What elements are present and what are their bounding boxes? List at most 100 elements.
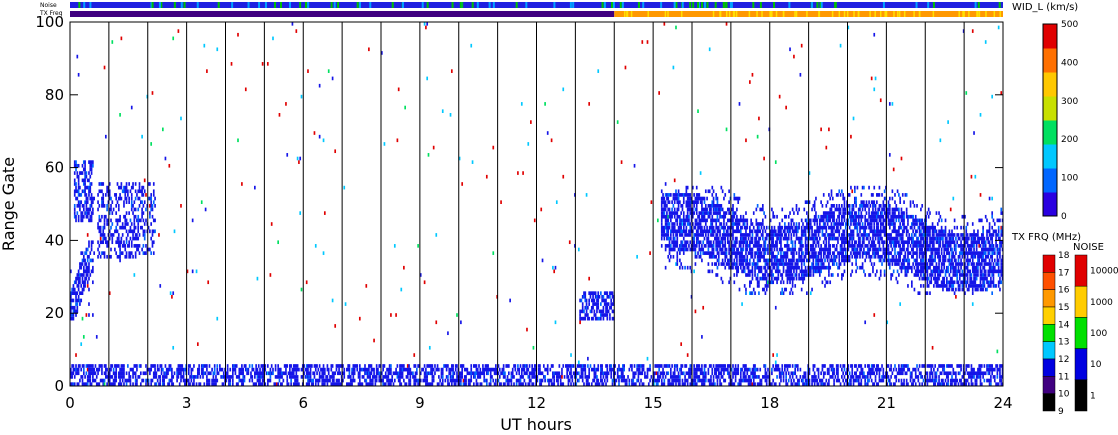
echo-cell: [606, 305, 609, 310]
echo-cell: [101, 214, 103, 219]
echo-cell: [804, 371, 807, 376]
echo-cell: [732, 364, 734, 368]
echo-cell: [75, 214, 77, 219]
echo-cell: [537, 364, 540, 368]
echo-cell: [833, 211, 835, 215]
echo-cell: [818, 273, 821, 277]
echo-cell: [774, 276, 777, 281]
echo-cell: [570, 364, 572, 368]
echo-cell: [336, 371, 339, 376]
echo-cell: [622, 367, 624, 372]
echo-cell: [791, 280, 794, 285]
echo-cell: [123, 185, 125, 190]
echo-cell: [721, 280, 724, 285]
echo-cell: [701, 225, 703, 230]
echo-cell: [81, 258, 84, 263]
echo-cell: [86, 382, 89, 386]
echo-cell: [614, 364, 616, 368]
echo-cell: [506, 364, 509, 368]
echo-cell: [664, 375, 667, 379]
echo-cell: [616, 120, 619, 124]
echo-cell: [460, 364, 462, 368]
echo-cell: [606, 364, 609, 368]
echo-cell: [454, 382, 457, 386]
echo-cell: [138, 244, 141, 248]
echo-cell: [92, 240, 94, 245]
echo-cell: [624, 382, 627, 386]
echo-cell: [720, 185, 723, 190]
txfreq-bar-mark: [818, 11, 821, 17]
echo-cell: [463, 382, 466, 386]
echo-cell: [710, 204, 712, 208]
echo-cell: [719, 240, 721, 245]
echo-cell: [785, 244, 787, 248]
echo-cell: [851, 367, 854, 372]
echo-cell: [145, 378, 147, 383]
echo-cell: [127, 189, 129, 194]
echo-cell: [522, 367, 524, 372]
echo-cell: [330, 382, 333, 386]
echo-cell: [679, 382, 681, 386]
echo-cell: [751, 233, 754, 237]
echo-cell: [640, 378, 642, 383]
echo-cell: [77, 371, 80, 376]
echo-cell: [741, 225, 743, 230]
echo-cell: [369, 371, 372, 376]
echo-cell: [466, 371, 469, 376]
echo-cell: [822, 240, 825, 245]
echo-cell: [485, 371, 488, 376]
echo-cell: [82, 160, 85, 164]
echo-cell: [88, 364, 90, 368]
echo-cell: [587, 375, 589, 379]
echo-cell: [671, 378, 673, 383]
echo-cell: [756, 280, 759, 285]
echo-cell: [672, 222, 675, 226]
echo-cell: [279, 371, 282, 376]
echo-cell: [737, 265, 740, 270]
echo-cell: [92, 207, 94, 212]
echo-cell: [662, 382, 664, 386]
noise-bar-mark: [637, 2, 640, 8]
echo-cell: [231, 367, 234, 372]
echo-cell: [763, 225, 765, 230]
echo-cell: [673, 247, 676, 252]
echo-cell: [754, 273, 756, 277]
echo-cell: [695, 367, 698, 372]
echo-cell: [333, 375, 335, 379]
txfreq-bar-mark: [884, 11, 886, 17]
echo-cell: [588, 371, 591, 376]
echo-cell: [511, 367, 514, 372]
echo-cell: [539, 382, 541, 386]
echo-cell: [127, 378, 129, 383]
echo-cell: [820, 247, 822, 252]
echo-cell: [572, 371, 575, 376]
echo-cell: [283, 371, 286, 376]
echo-cell: [728, 218, 730, 223]
echo-cell: [134, 214, 137, 219]
echo-cell: [750, 236, 752, 241]
echo-cell: [660, 382, 663, 386]
echo-cell: [829, 251, 832, 255]
echo-cell: [747, 378, 750, 383]
echo-cell: [611, 291, 614, 295]
echo-cell: [590, 298, 593, 303]
echo-cell: [85, 364, 88, 368]
echo-cell: [134, 225, 137, 230]
echo-cell: [255, 382, 257, 386]
noise-bar-mark: [915, 2, 918, 8]
echo-cell: [238, 378, 241, 383]
echo-cell: [760, 244, 763, 248]
echo-cell: [423, 22, 426, 26]
echo-cell: [550, 364, 553, 368]
echo-cell: [719, 214, 721, 219]
echo-cell: [269, 375, 272, 379]
echo-cell: [541, 371, 544, 376]
echo-cell: [834, 236, 837, 241]
echo-cell: [808, 218, 811, 223]
echo-cell: [711, 225, 714, 230]
echo-cell: [712, 233, 715, 237]
echo-cell: [88, 207, 90, 212]
noise-bar-mark: [471, 2, 474, 8]
echo-cell: [507, 378, 510, 383]
echo-cell: [281, 371, 283, 376]
